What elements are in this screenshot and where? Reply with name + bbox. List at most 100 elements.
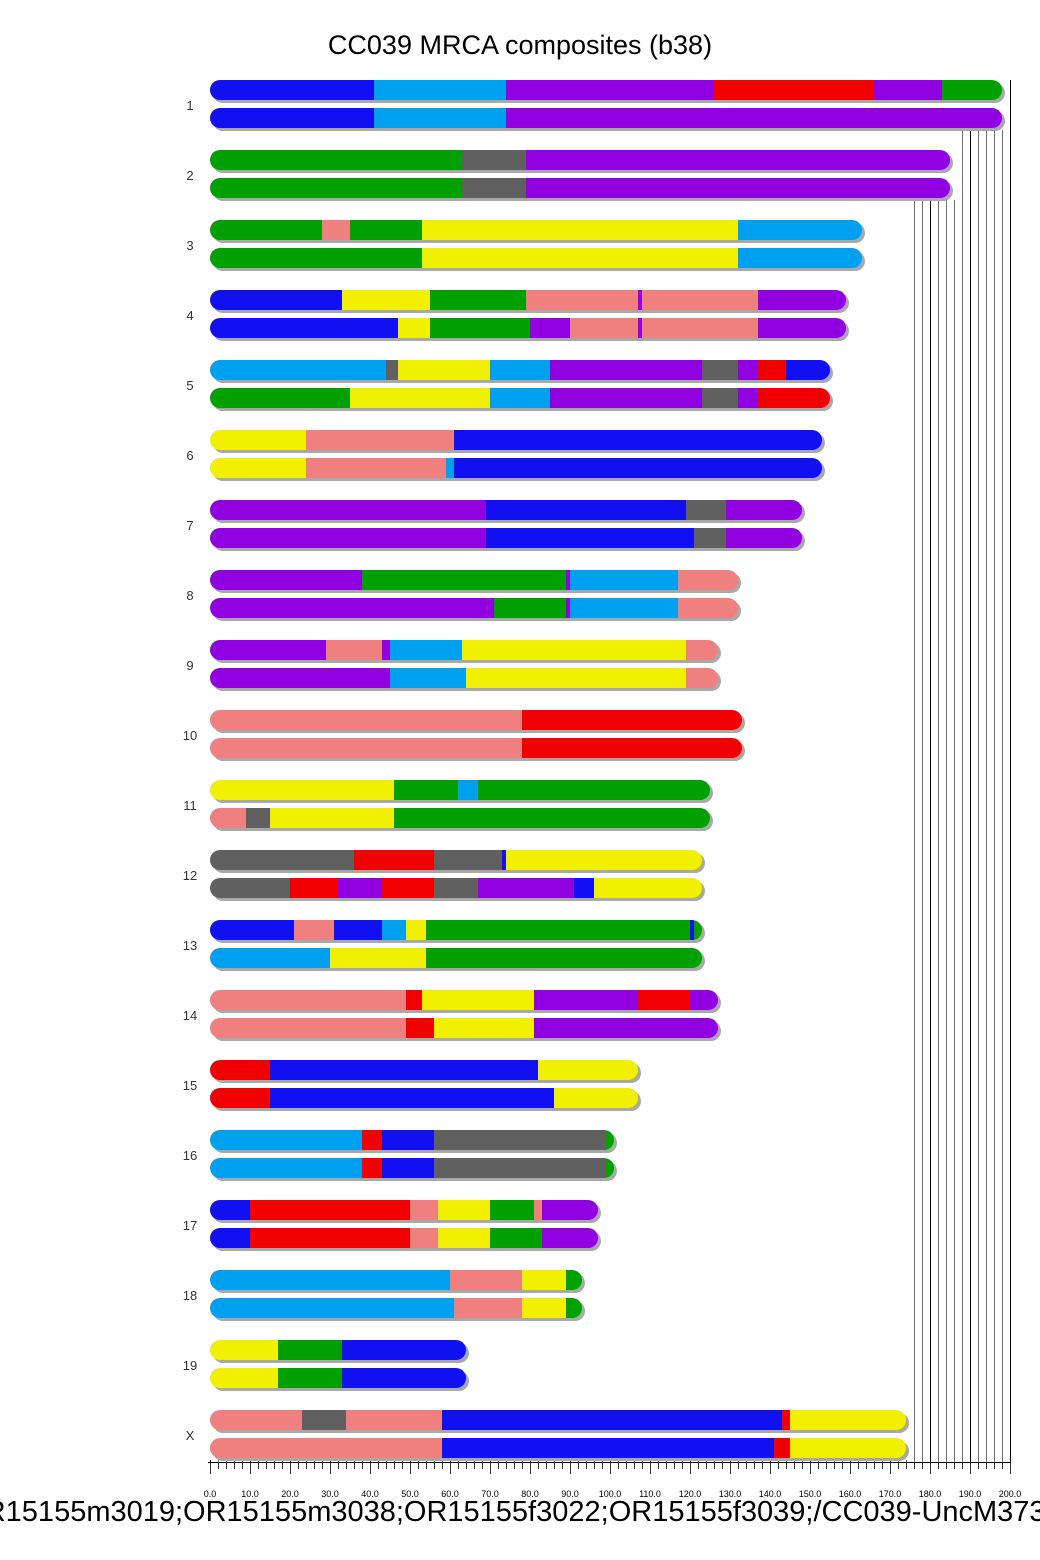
haplotype-segment	[250, 1200, 410, 1220]
haplotype-segment	[526, 178, 950, 198]
haplotype-segment	[210, 1228, 250, 1248]
chromosome-14: 14	[183, 990, 721, 1041]
haplotype-bar	[210, 1088, 638, 1108]
haplotype-bar	[210, 1340, 466, 1360]
haplotype-segment	[434, 1158, 606, 1178]
haplotype-segment	[210, 528, 486, 548]
haplotype-segment	[478, 878, 574, 898]
chromosome-label: X	[186, 1428, 195, 1443]
haplotype-segment	[210, 1200, 250, 1220]
chromosome-1: 1	[186, 80, 1005, 131]
haplotype-segment	[394, 808, 710, 828]
axis-tick-label: 30.0	[321, 1489, 339, 1499]
haplotype-segment	[210, 500, 486, 520]
haplotype-segment	[342, 290, 430, 310]
haplotype-segment	[210, 220, 322, 240]
haplotype-bar	[210, 1368, 466, 1388]
haplotype-segment	[574, 878, 594, 898]
haplotype-segment	[210, 248, 422, 268]
haplotype-segment	[390, 668, 466, 688]
haplotype-segment	[430, 290, 526, 310]
haplotype-segment	[374, 80, 506, 100]
haplotype-segment	[490, 1200, 534, 1220]
chart-title: CC039 MRCA composites (b38)	[327, 30, 713, 60]
axis-tick-label: 80.0	[521, 1489, 539, 1499]
axis-tick-label: 0.0	[204, 1489, 217, 1499]
haplotype-segment	[210, 808, 246, 828]
haplotype-segment	[382, 640, 390, 660]
axis-tick-label: 60.0	[441, 1489, 459, 1499]
haplotype-segment	[422, 248, 738, 268]
haplotype-segment	[694, 920, 702, 940]
haplotype-segment	[430, 318, 530, 338]
haplotype-segment	[410, 1228, 438, 1248]
haplotype-segment	[246, 808, 270, 828]
haplotype-segment	[406, 920, 426, 940]
haplotype-segment	[346, 1410, 442, 1430]
haplotype-segment	[382, 1130, 434, 1150]
haplotype-bar	[210, 360, 830, 380]
haplotype-segment	[390, 640, 462, 660]
haplotype-segment	[306, 430, 454, 450]
axis-tick-label: 170.0	[879, 1489, 902, 1499]
haplotype-segment	[758, 360, 786, 380]
haplotype-segment	[478, 780, 710, 800]
haplotype-bar	[210, 640, 718, 660]
axis-tick-label: 180.0	[919, 1489, 942, 1499]
haplotype-segment	[210, 430, 306, 450]
chromosome-10: 10	[183, 710, 745, 761]
haplotype-bar	[210, 150, 950, 170]
haplotype-segment	[350, 388, 490, 408]
haplotype-segment	[790, 1410, 906, 1430]
chromosome-label: 5	[186, 378, 193, 393]
haplotype-segment	[702, 388, 738, 408]
haplotype-segment	[566, 598, 570, 618]
haplotype-segment	[506, 80, 714, 100]
chromosome-label: 8	[186, 588, 193, 603]
haplotype-segment	[210, 108, 374, 128]
chromosome-label: 1	[186, 98, 193, 113]
haplotype-segment	[278, 1368, 342, 1388]
haplotype-segment	[330, 948, 426, 968]
haplotype-segment	[738, 360, 758, 380]
chromosome-2: 2	[186, 150, 953, 201]
haplotype-bar	[210, 500, 802, 520]
haplotype-segment	[210, 1130, 362, 1150]
haplotype-segment	[490, 388, 550, 408]
haplotype-segment	[382, 1158, 434, 1178]
axis-tick-label: 50.0	[401, 1489, 419, 1499]
haplotype-segment	[726, 528, 802, 548]
haplotype-segment	[550, 388, 702, 408]
haplotype-segment	[210, 1438, 442, 1458]
haplotype-segment	[758, 290, 846, 310]
haplotype-segment	[334, 920, 382, 940]
haplotype-segment	[506, 108, 1002, 128]
haplotype-bar	[210, 1200, 598, 1220]
chromosome-16: 16	[183, 1130, 617, 1181]
haplotype-segment	[210, 1060, 270, 1080]
chromosome-label: 12	[183, 868, 197, 883]
haplotype-segment	[434, 1018, 534, 1038]
axis-tick-label: 70.0	[481, 1489, 499, 1499]
haplotype-segment	[454, 458, 822, 478]
haplotype-segment	[486, 528, 694, 548]
haplotype-segment	[210, 1088, 270, 1108]
chromosome-label: 4	[186, 308, 193, 323]
haplotype-segment	[250, 1228, 410, 1248]
chromosome-label: 3	[186, 238, 193, 253]
sample-id-footer: OR15155m3019;OR15155m3038;OR15155f3022;O…	[0, 1486, 1040, 1546]
haplotype-segment	[442, 1410, 782, 1430]
haplotype-segment	[438, 1228, 490, 1248]
haplotype-segment	[538, 1060, 638, 1080]
haplotype-segment	[506, 850, 702, 870]
chromosome-17: 17	[183, 1200, 601, 1251]
haplotype-segment	[570, 570, 678, 590]
sample-id-text: OR15155m3019;OR15155m3038;OR15155f3022;O…	[0, 1496, 1040, 1528]
chromosome-label: 16	[183, 1148, 197, 1163]
haplotype-bar	[210, 948, 702, 968]
haplotype-segment	[466, 668, 686, 688]
haplotype-segment	[434, 1130, 606, 1150]
haplotype-segment	[782, 1410, 790, 1430]
haplotype-segment	[714, 80, 874, 100]
haplotype-segment	[210, 598, 494, 618]
